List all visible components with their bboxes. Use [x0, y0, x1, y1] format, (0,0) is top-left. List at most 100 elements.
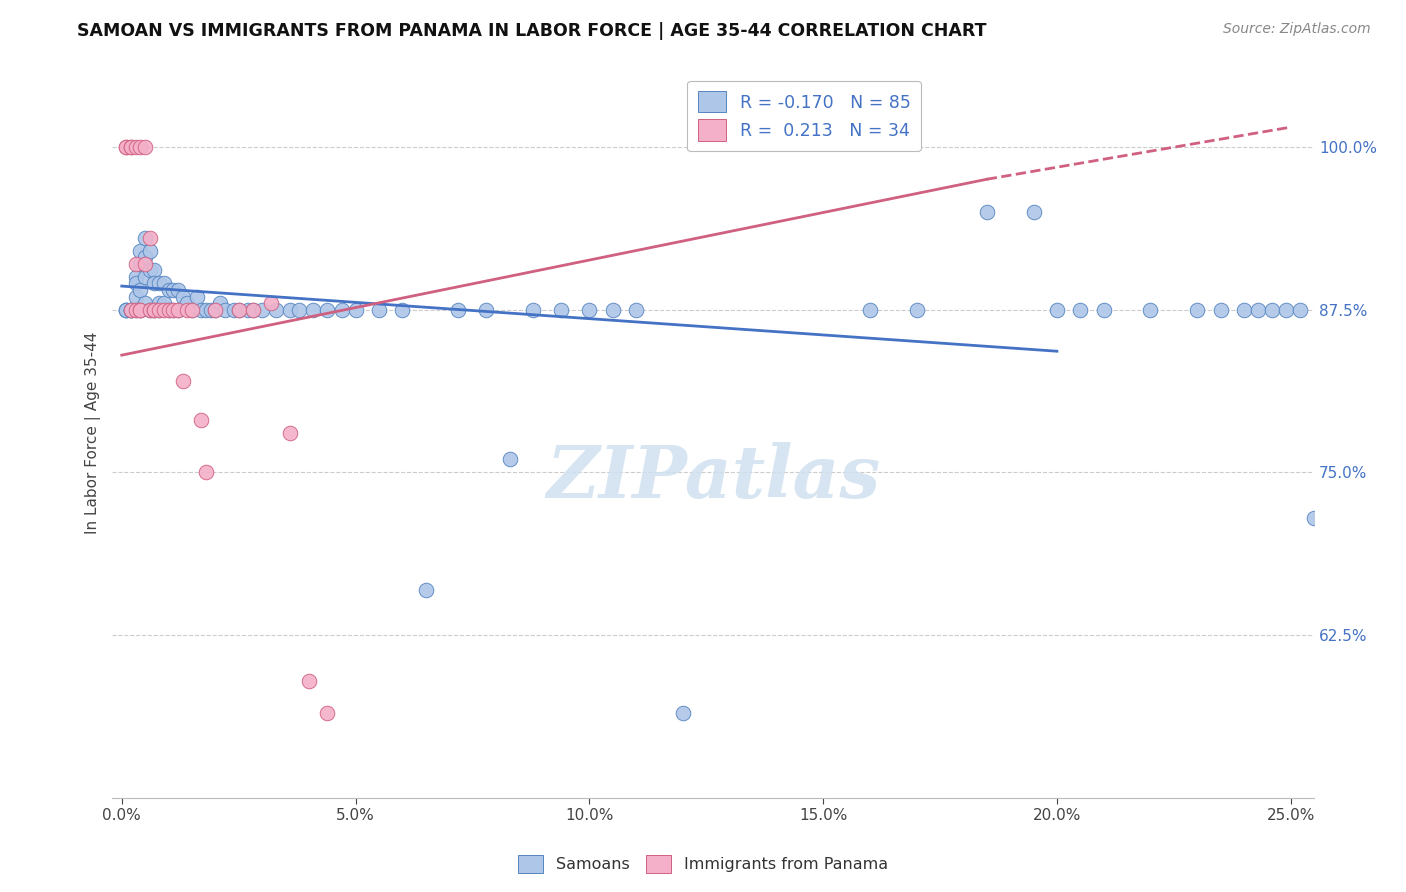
Y-axis label: In Labor Force | Age 35-44: In Labor Force | Age 35-44	[86, 332, 101, 534]
Text: SAMOAN VS IMMIGRANTS FROM PANAMA IN LABOR FORCE | AGE 35-44 CORRELATION CHART: SAMOAN VS IMMIGRANTS FROM PANAMA IN LABO…	[77, 22, 987, 40]
Point	[125, 302, 148, 317]
Text: Source: ZipAtlas.com: Source: ZipAtlas.com	[1223, 22, 1371, 37]
Point	[139, 302, 162, 317]
Point	[242, 302, 264, 317]
Point	[316, 302, 339, 317]
Point	[1185, 302, 1208, 317]
Point	[228, 302, 250, 317]
Point	[1046, 302, 1069, 317]
Point	[148, 302, 170, 317]
Point	[139, 244, 162, 258]
Point	[157, 302, 180, 317]
Point	[186, 289, 208, 303]
Point	[148, 296, 170, 310]
Point	[204, 302, 226, 317]
Point	[162, 302, 184, 317]
Point	[153, 296, 176, 310]
Point	[415, 582, 437, 597]
Point	[134, 257, 156, 271]
Point	[134, 231, 156, 245]
Point	[167, 302, 190, 317]
Point	[134, 296, 156, 310]
Point	[1289, 302, 1312, 317]
Point	[264, 302, 287, 317]
Point	[134, 251, 156, 265]
Point	[200, 302, 222, 317]
Point	[976, 204, 998, 219]
Point	[242, 302, 264, 317]
Point	[125, 257, 148, 271]
Point	[222, 302, 245, 317]
Point	[143, 302, 166, 317]
Point	[1022, 204, 1045, 219]
Point	[624, 302, 647, 317]
Point	[143, 302, 166, 317]
Point	[172, 374, 194, 388]
Point	[278, 302, 301, 317]
Text: ZIPatlas: ZIPatlas	[546, 442, 880, 513]
Point	[1069, 302, 1091, 317]
Point	[129, 139, 152, 153]
Point	[447, 302, 470, 317]
Point	[115, 302, 138, 317]
Point	[180, 302, 202, 317]
Point	[125, 269, 148, 284]
Point	[115, 139, 138, 153]
Point	[143, 263, 166, 277]
Point	[125, 302, 148, 317]
Point	[120, 139, 142, 153]
Point	[167, 283, 190, 297]
Point	[302, 302, 325, 317]
Point	[214, 302, 236, 317]
Point	[190, 413, 212, 427]
Legend: R = -0.170   N = 85, R =  0.213   N = 34: R = -0.170 N = 85, R = 0.213 N = 34	[688, 81, 921, 151]
Point	[125, 139, 148, 153]
Point	[148, 277, 170, 291]
Point	[120, 302, 142, 317]
Point	[1303, 511, 1326, 525]
Point	[208, 296, 231, 310]
Point	[194, 302, 217, 317]
Point	[499, 452, 522, 467]
Point	[125, 289, 148, 303]
Point	[298, 673, 321, 688]
Point	[115, 302, 138, 317]
Point	[250, 302, 273, 317]
Point	[153, 277, 176, 291]
Point	[139, 302, 162, 317]
Point	[1209, 302, 1232, 317]
Point	[176, 296, 198, 310]
Point	[672, 706, 695, 721]
Legend: Samoans, Immigrants from Panama: Samoans, Immigrants from Panama	[512, 848, 894, 880]
Point	[153, 302, 176, 317]
Point	[143, 302, 166, 317]
Point	[120, 302, 142, 317]
Point	[278, 426, 301, 441]
Point	[236, 302, 259, 317]
Point	[167, 302, 190, 317]
Point	[148, 302, 170, 317]
Point	[180, 302, 202, 317]
Point	[139, 231, 162, 245]
Point	[1261, 302, 1284, 317]
Point	[288, 302, 311, 317]
Point	[1139, 302, 1161, 317]
Point	[905, 302, 928, 317]
Point	[129, 257, 152, 271]
Point	[190, 302, 212, 317]
Point	[578, 302, 600, 317]
Point	[228, 302, 250, 317]
Point	[162, 302, 184, 317]
Point	[120, 302, 142, 317]
Point	[139, 263, 162, 277]
Point	[162, 283, 184, 297]
Point	[134, 269, 156, 284]
Point	[1247, 302, 1270, 317]
Point	[115, 139, 138, 153]
Point	[1092, 302, 1115, 317]
Point	[1275, 302, 1298, 317]
Point	[129, 244, 152, 258]
Point	[157, 283, 180, 297]
Point	[143, 277, 166, 291]
Point	[344, 302, 367, 317]
